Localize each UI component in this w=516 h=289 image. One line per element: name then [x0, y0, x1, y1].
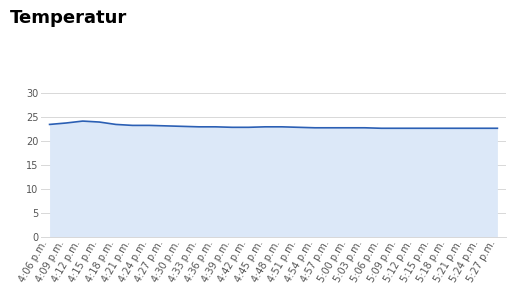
- Text: Temperatur: Temperatur: [10, 9, 127, 27]
